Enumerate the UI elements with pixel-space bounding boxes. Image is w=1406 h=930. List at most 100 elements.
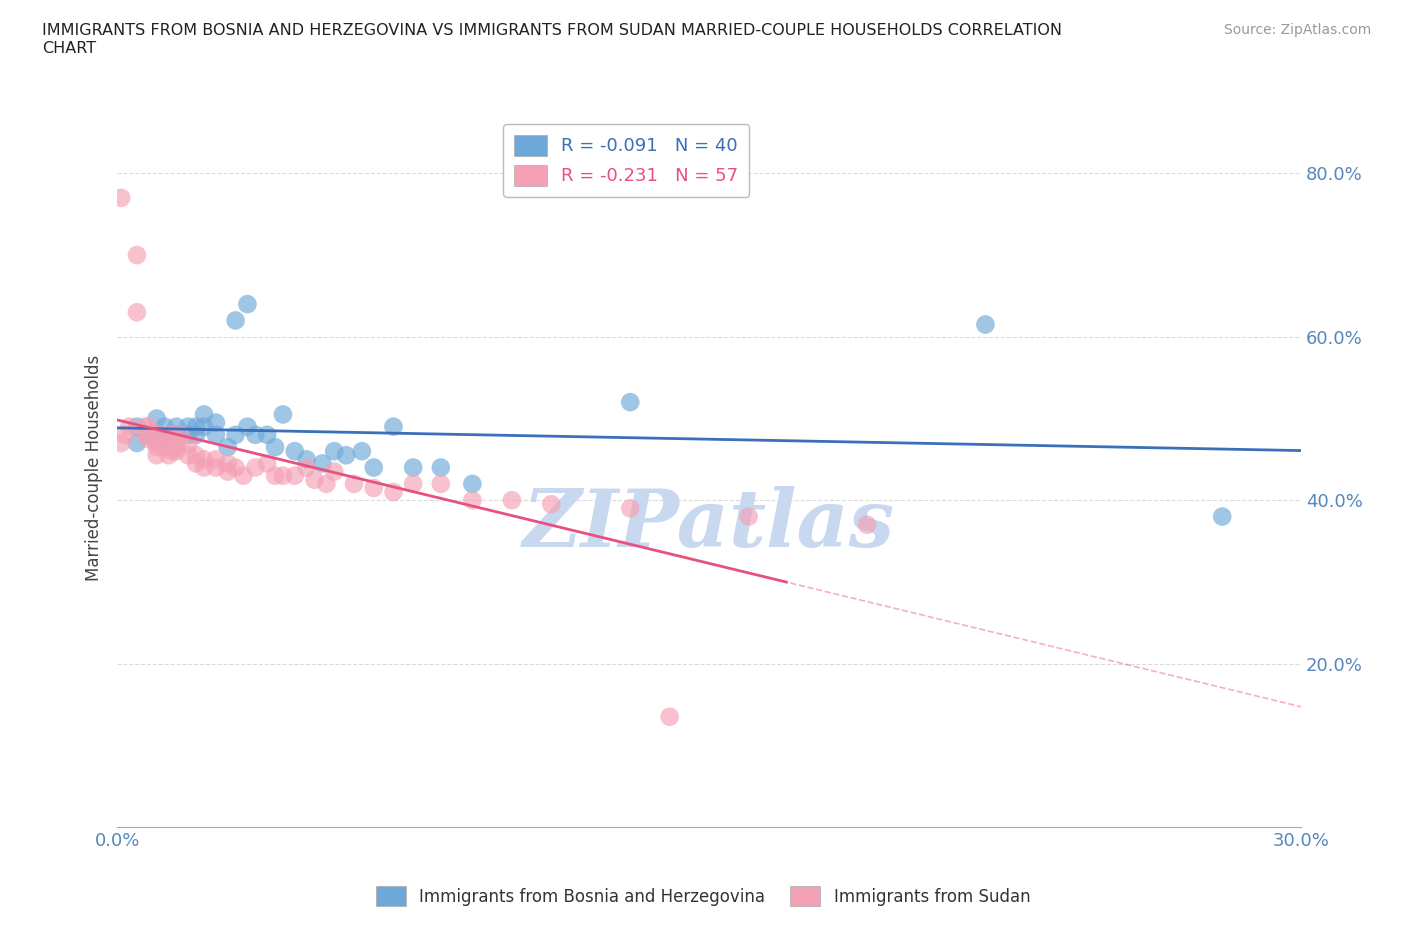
Point [169, 428, 191, 443]
Point [134, 428, 156, 443]
Point [157, 448, 180, 463]
Point [177, 437, 200, 452]
Point [461, 476, 484, 491]
Point [271, 468, 294, 483]
Point [125, 419, 148, 434]
Text: ZIPatlas: ZIPatlas [523, 486, 896, 564]
Point [225, 313, 247, 328]
Point [284, 468, 307, 483]
Point [856, 517, 879, 532]
Point [974, 317, 997, 332]
Point [335, 448, 357, 463]
Point [110, 191, 132, 206]
Point [162, 444, 184, 458]
Point [125, 435, 148, 450]
Point [217, 456, 239, 471]
Point [193, 460, 215, 475]
Point [138, 428, 160, 443]
Point [343, 476, 366, 491]
Point [165, 440, 187, 455]
Point [1211, 509, 1233, 524]
Point [264, 468, 287, 483]
Legend: R = -0.091   N = 40, R = -0.231   N = 57: R = -0.091 N = 40, R = -0.231 N = 57 [503, 125, 749, 196]
Point [153, 440, 176, 455]
Point [177, 448, 200, 463]
Point [193, 419, 215, 434]
Point [145, 440, 167, 455]
Point [184, 428, 207, 443]
Point [153, 432, 176, 446]
Point [402, 476, 425, 491]
Point [177, 419, 200, 434]
Point [284, 444, 307, 458]
Point [125, 247, 148, 262]
Point [295, 460, 318, 475]
Point [382, 419, 405, 434]
Point [225, 460, 247, 475]
Point [165, 419, 187, 434]
Point [138, 419, 160, 434]
Point [315, 476, 337, 491]
Point [184, 419, 207, 434]
Point [619, 501, 641, 516]
Point [350, 444, 373, 458]
Point [430, 476, 453, 491]
Point [193, 452, 215, 467]
Point [304, 472, 326, 487]
Point [153, 428, 176, 443]
Point [619, 394, 641, 409]
Point [145, 435, 167, 450]
Point [145, 411, 167, 426]
Y-axis label: Married-couple Households: Married-couple Households [86, 354, 103, 580]
Point [501, 493, 523, 508]
Point [402, 460, 425, 475]
Point [153, 419, 176, 434]
Point [658, 710, 681, 724]
Point [737, 509, 759, 524]
Point [125, 305, 148, 320]
Point [184, 448, 207, 463]
Point [162, 428, 184, 443]
Point [461, 493, 484, 508]
Point [184, 456, 207, 471]
Point [165, 444, 187, 458]
Point [205, 415, 228, 430]
Point [205, 452, 228, 467]
Point [157, 435, 180, 450]
Point [245, 460, 267, 475]
Point [363, 481, 385, 496]
Point [134, 419, 156, 434]
Point [145, 448, 167, 463]
Point [205, 428, 228, 443]
Point [165, 428, 187, 443]
Point [193, 407, 215, 422]
Point [311, 456, 333, 471]
Point [382, 485, 405, 499]
Point [217, 464, 239, 479]
Text: Source: ZipAtlas.com: Source: ZipAtlas.com [1223, 23, 1371, 37]
Point [118, 419, 141, 434]
Point [323, 444, 346, 458]
Point [430, 460, 453, 475]
Text: IMMIGRANTS FROM BOSNIA AND HERZEGOVINA VS IMMIGRANTS FROM SUDAN MARRIED-COUPLE H: IMMIGRANTS FROM BOSNIA AND HERZEGOVINA V… [42, 23, 1062, 56]
Point [245, 428, 267, 443]
Point [271, 407, 294, 422]
Point [256, 428, 278, 443]
Point [540, 497, 562, 512]
Point [323, 464, 346, 479]
Point [145, 428, 167, 443]
Legend: Immigrants from Bosnia and Herzegovina, Immigrants from Sudan: Immigrants from Bosnia and Herzegovina, … [370, 880, 1036, 912]
Point [217, 440, 239, 455]
Point [145, 428, 167, 443]
Point [232, 468, 254, 483]
Point [110, 435, 132, 450]
Point [225, 428, 247, 443]
Point [295, 452, 318, 467]
Point [138, 432, 160, 446]
Point [165, 435, 187, 450]
Point [205, 460, 228, 475]
Point [264, 440, 287, 455]
Point [236, 297, 259, 312]
Point [256, 456, 278, 471]
Point [177, 428, 200, 443]
